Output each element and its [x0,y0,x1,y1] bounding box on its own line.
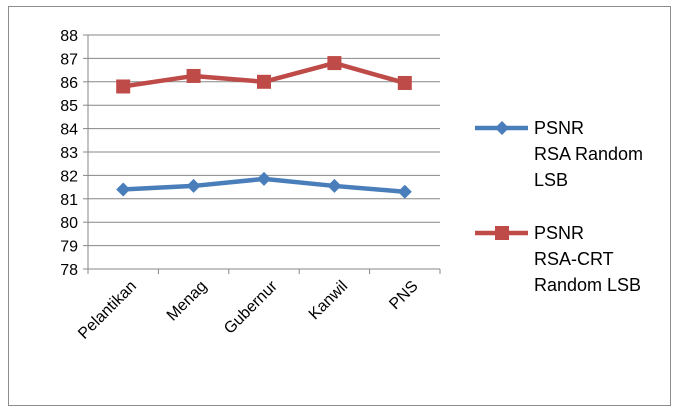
y-tick-label: 80 [60,215,78,232]
y-tick-label: 82 [60,168,78,185]
legend-marker [495,226,509,240]
legend-label: PSNR [534,118,584,138]
legend-marker [495,121,509,135]
data-point [327,56,342,71]
y-tick-label: 84 [60,122,78,139]
data-point [186,178,201,193]
y-tick-label: 88 [60,28,78,45]
legend-label: PSNR [534,223,584,243]
data-point [186,68,201,83]
data-point [257,171,271,186]
x-tick-label: Gubernur [221,277,281,337]
legend-label: LSB [534,170,568,190]
y-tick-label: 86 [60,75,78,92]
y-tick-label: 87 [60,51,78,68]
data-point [327,178,342,193]
legend-label: RSA Random [534,144,643,164]
x-tick-label: PNS [386,278,421,313]
x-tick-label: Pelantikan [75,278,140,343]
legend-label: RSA-CRT [534,249,614,269]
data-point [257,74,271,89]
data-point [397,75,412,90]
y-tick-label: 81 [60,192,78,209]
x-tick-label: Kanwil [306,278,351,323]
legend-label: Random LSB [534,275,641,295]
data-point [397,184,412,199]
data-point [116,79,131,94]
chart-frame [8,6,671,406]
y-tick-label: 78 [60,262,78,279]
y-tick-label: 83 [60,145,78,162]
data-point [116,182,131,197]
x-tick-label: Menag [164,278,211,325]
y-tick-label: 85 [60,98,78,115]
y-tick-label: 79 [60,239,78,256]
